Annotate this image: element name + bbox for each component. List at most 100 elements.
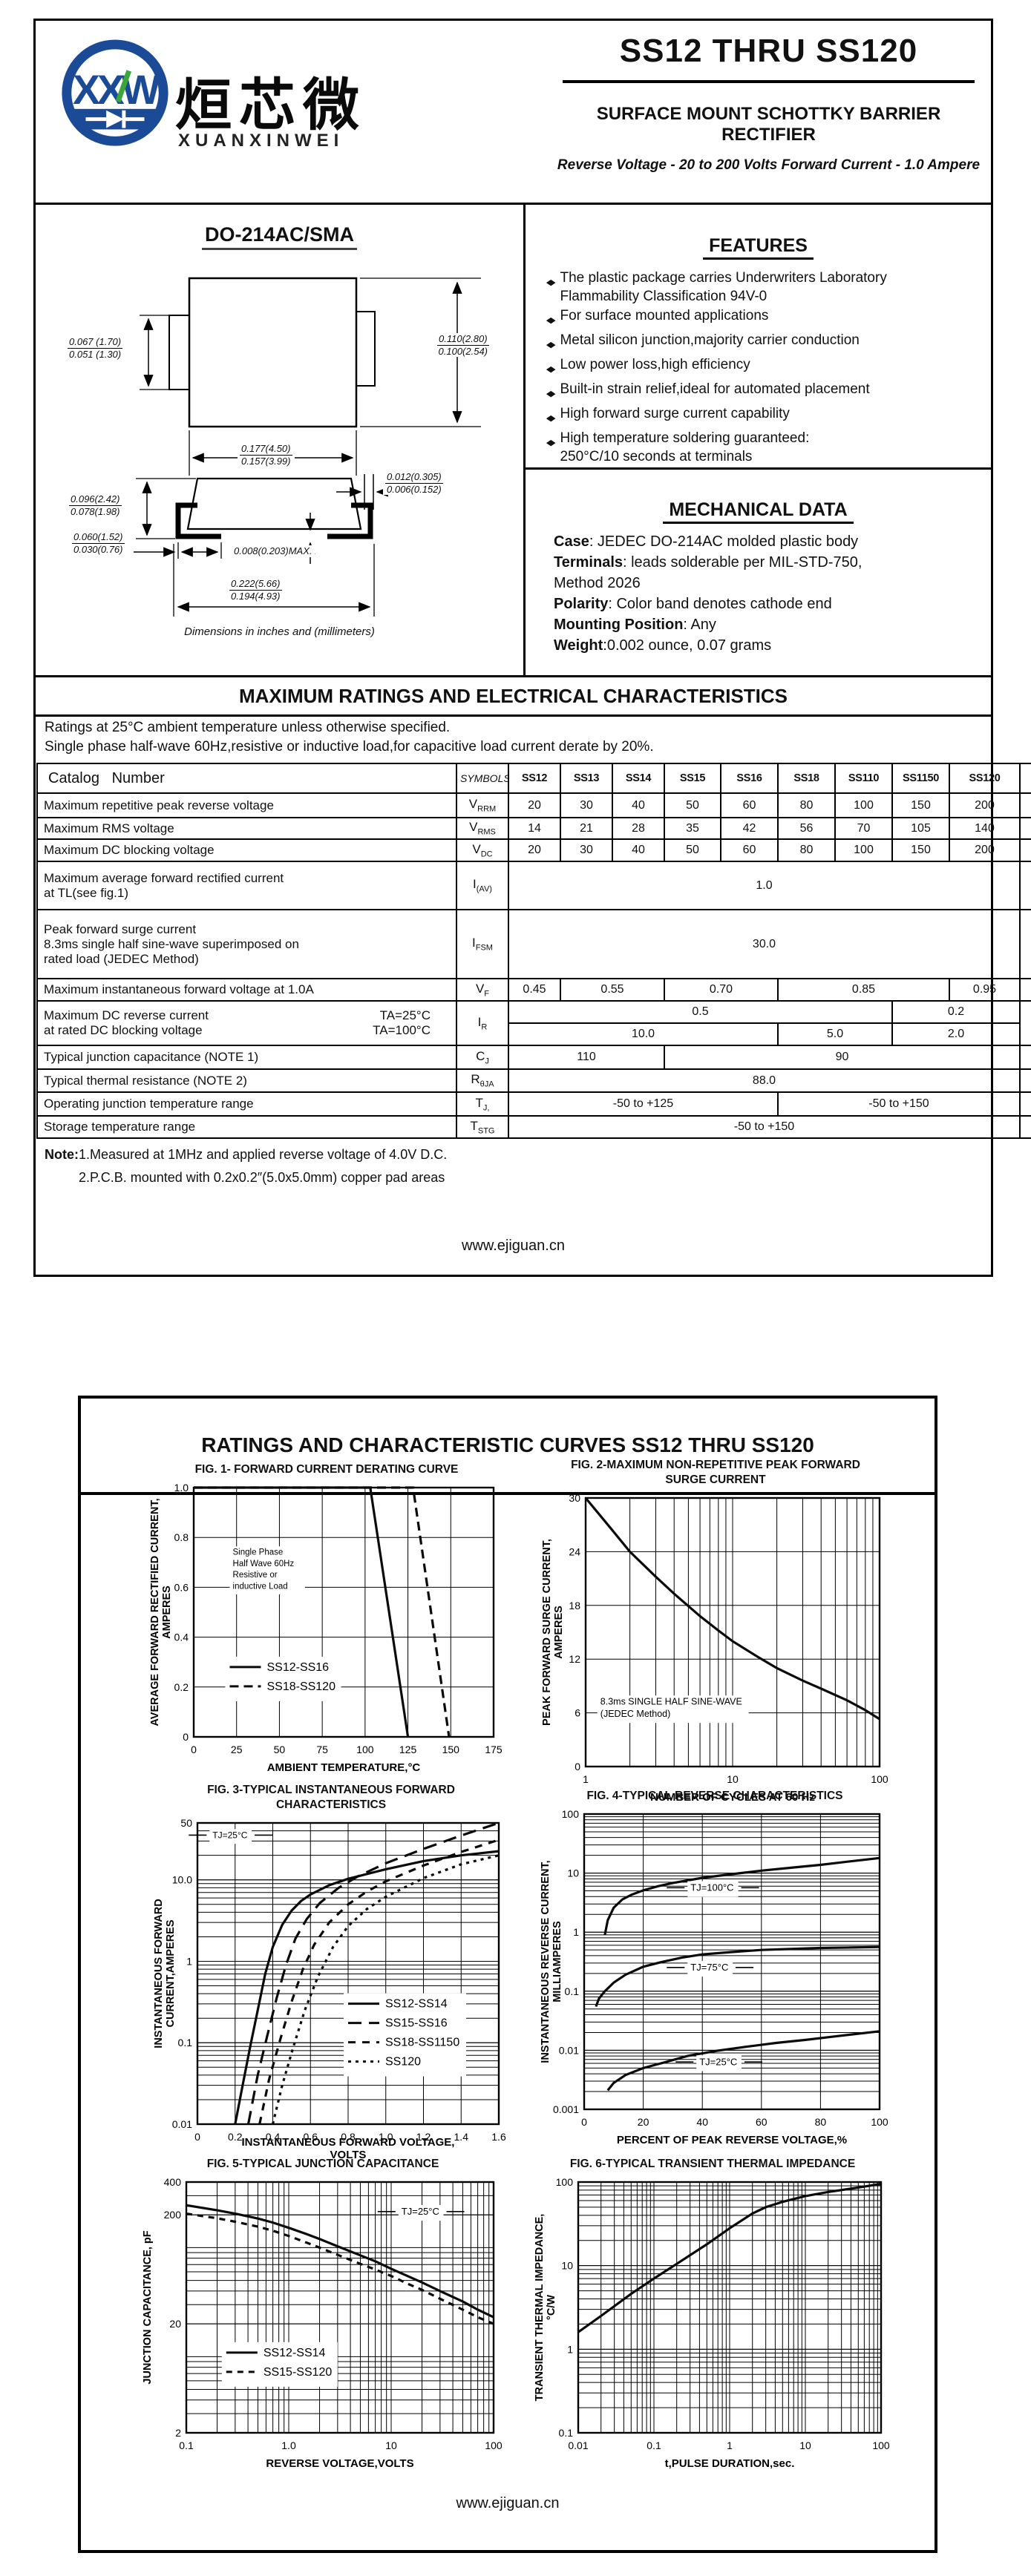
doc-tagline: Reverse Voltage - 20 to 200 Volts Forwar…: [557, 157, 981, 173]
col-header-symbols: SYMBOLS: [456, 763, 509, 794]
series-SS18-SS120: [194, 1486, 451, 1738]
fig6-title: FIG. 6-TYPICAL TRANSIENT THERMAL IMPEDAN…: [569, 2158, 856, 2170]
figure-fig3: FIG. 3-TYPICAL INSTANTANEOUS FORWARD CHA…: [151, 1783, 511, 2166]
svg-text:0.001: 0.001: [553, 2103, 579, 2115]
svg-text:AMPERES: AMPERES: [553, 1606, 565, 1659]
svg-text:SS15-SS16: SS15-SS16: [385, 2017, 448, 2030]
svg-text:1: 1: [583, 1773, 589, 1785]
svg-text:100: 100: [556, 2176, 574, 2188]
table-row: Typical junction capacitance (NOTE 1) CJ 1…: [36, 1045, 1031, 1070]
svg-text:Single Phase: Single Phase: [233, 1548, 284, 1557]
fig2-plot: 1 10 100 0 6 12 18 24 30 8.3ms SINGLE HALF SINE-W…: [541, 1492, 888, 1804]
row-label: Maximum repetitive peak reverse voltage: [36, 792, 457, 818]
svg-text:2: 2: [175, 2427, 181, 2439]
svg-text:0.01: 0.01: [559, 2045, 579, 2057]
svg-text:18: 18: [569, 1600, 580, 1611]
value-cell: 14: [508, 817, 561, 840]
mechanical-line: Terminals: leads solderable per MIL-STD-…: [554, 554, 863, 571]
unit-cell: °C/W: [1019, 1068, 1031, 1093]
svg-text:1: 1: [727, 2439, 733, 2451]
doc-subtitle: SURFACE MOUNT SCHOTTKY BARRIER RECTIFIER: [596, 104, 941, 145]
value-cell: 21: [560, 817, 613, 840]
svg-text:0.4: 0.4: [174, 1632, 189, 1643]
svg-text:TJ=25°C: TJ=25°C: [212, 1830, 247, 1841]
row-label: Maximum DC reverse current TA=25°C at rate…: [36, 1000, 457, 1046]
svg-text:VOLTS: VOLTS: [330, 2149, 367, 2161]
table-row: Maximum repetitive peak reverse voltage V…: [36, 792, 1031, 818]
value-cell: 35: [664, 817, 721, 840]
package-caption: Dimensions in inches and (millimeters): [184, 625, 375, 638]
row-label: Maximum average forward rectified curren…: [36, 861, 457, 910]
svg-text:SS18-SS1150: SS18-SS1150: [385, 2037, 459, 2049]
svg-text:6: 6: [575, 1707, 580, 1719]
col-header-part: SS13: [560, 763, 613, 794]
dim-overall-length: 0.222(5.66) 0.194(4.93): [227, 578, 284, 602]
row-symbol: I(AV): [456, 861, 509, 910]
svg-text:0.01: 0.01: [172, 2118, 192, 2130]
row-label: Storage temperature range: [36, 1115, 457, 1139]
svg-text:MILLIAMPERES: MILLIAMPERES: [551, 1921, 563, 2002]
value-cell: 0.55: [560, 978, 665, 1002]
value-cell: 60: [720, 792, 779, 818]
feature-item: ◆ Built-in strain relief,ideal for automa…: [546, 380, 991, 404]
svg-text:100: 100: [562, 1808, 580, 1820]
svg-text:0.1: 0.1: [565, 1985, 580, 1997]
row-symbol: IFSM: [456, 909, 509, 979]
unit-cell: pF: [1019, 1045, 1031, 1070]
svg-text:40: 40: [696, 2116, 708, 2128]
diamond-bullet-icon: ◆: [546, 341, 556, 349]
table-row: Maximum average forward rectified curren…: [36, 861, 1031, 910]
dim-body-width: 0.177(4.50) 0.157(3.99): [238, 443, 295, 467]
col-header-part: SS16: [720, 763, 779, 794]
series-thermal: [577, 2183, 882, 2333]
value-cell: 70: [834, 817, 893, 840]
svg-text:10: 10: [385, 2439, 397, 2451]
feature-item: ◆ High temperature soldering guaranteed: …: [546, 430, 810, 464]
svg-text:PERCENT OF PEAK REVERSE VOLTAG: PERCENT OF PEAK REVERSE VOLTAGE,%: [617, 2134, 847, 2146]
svg-text:TJ=25°C: TJ=25°C: [699, 2056, 737, 2067]
feature-item: ◆ High forward surge current capability: [546, 404, 991, 428]
row-label: Maximum instantaneous forward voltage at…: [36, 978, 457, 1002]
feature-item: ◆ The plastic package carries Underwriter…: [546, 270, 887, 304]
col-header-part: SS120: [949, 763, 1021, 794]
svg-text:1.0: 1.0: [379, 2131, 393, 2143]
value-cell: 88.0: [508, 1068, 1021, 1093]
fig2-title: FIG. 2-MAXIMUM NON-REPETITIVE PEAK FORWA…: [571, 1459, 860, 1487]
svg-text:0.2: 0.2: [174, 1681, 189, 1693]
value-cell: 0.70: [664, 978, 779, 1002]
svg-text:Resistive or: Resistive or: [233, 1571, 278, 1580]
row-symbol: IR: [456, 1000, 509, 1046]
svg-text:10.0: 10.0: [172, 1874, 192, 1886]
fig3-title: FIG. 3-TYPICAL INSTANTANEOUS FORWARD CHA…: [207, 1784, 455, 1812]
svg-text:0: 0: [194, 2131, 200, 2143]
svg-text:100: 100: [356, 1744, 374, 1755]
svg-text:30: 30: [569, 1492, 580, 1504]
mechanical-line: Case: JEDEC DO-214AC molded plastic body: [554, 533, 859, 550]
ratings-table: Catalog Number SYMBOLS SS12 SS13 SS14 SS15 SS1…: [36, 763, 1031, 1139]
diamond-bullet-icon: ◆: [546, 390, 556, 398]
svg-text:0: 0: [191, 1744, 197, 1755]
svg-text:SS18-SS120: SS18-SS120: [266, 1680, 336, 1693]
row-label: Typical thermal resistance (NOTE 2): [36, 1068, 457, 1093]
svg-text:PEAK FORWARD SURGE CURRENT,: PEAK FORWARD SURGE CURRENT,: [541, 1539, 553, 1726]
svg-text:1: 1: [186, 1956, 192, 1968]
value-cell: 10.0: [508, 1022, 779, 1046]
svg-text:SS12-SS16: SS12-SS16: [266, 1661, 329, 1674]
unit-cell: Volts: [1019, 978, 1031, 1002]
svg-text:1: 1: [573, 1926, 579, 1938]
svg-text:1.0: 1.0: [281, 2439, 296, 2451]
svg-text:0.1: 0.1: [647, 2439, 661, 2451]
svg-text:0.8: 0.8: [174, 1531, 189, 1543]
dim-tab-height: 0.067 (1.70) 0.051 (1.30): [65, 336, 125, 361]
svg-text:100: 100: [871, 1773, 888, 1785]
title-block: SS12 THRU SS120 SURFACE MOUNT SCHOTTKY B…: [555, 33, 982, 174]
row-label: Maximum RMS voltage: [36, 817, 457, 840]
svg-text:AMBIENT TEMPERATURE,°C: AMBIENT TEMPERATURE,°C: [267, 1761, 421, 1774]
unit-cell: °C: [1019, 1115, 1031, 1139]
svg-text:50: 50: [180, 1817, 192, 1829]
value-cell: 100: [834, 792, 893, 818]
header: XXW 烜芯微 XUANXINWEI SS12 THRU SS120 SURFA…: [36, 21, 991, 205]
package-outline-drawing: [134, 277, 481, 617]
svg-text:°C/W: °C/W: [546, 2295, 557, 2320]
col-header-part: SS110: [834, 763, 893, 794]
